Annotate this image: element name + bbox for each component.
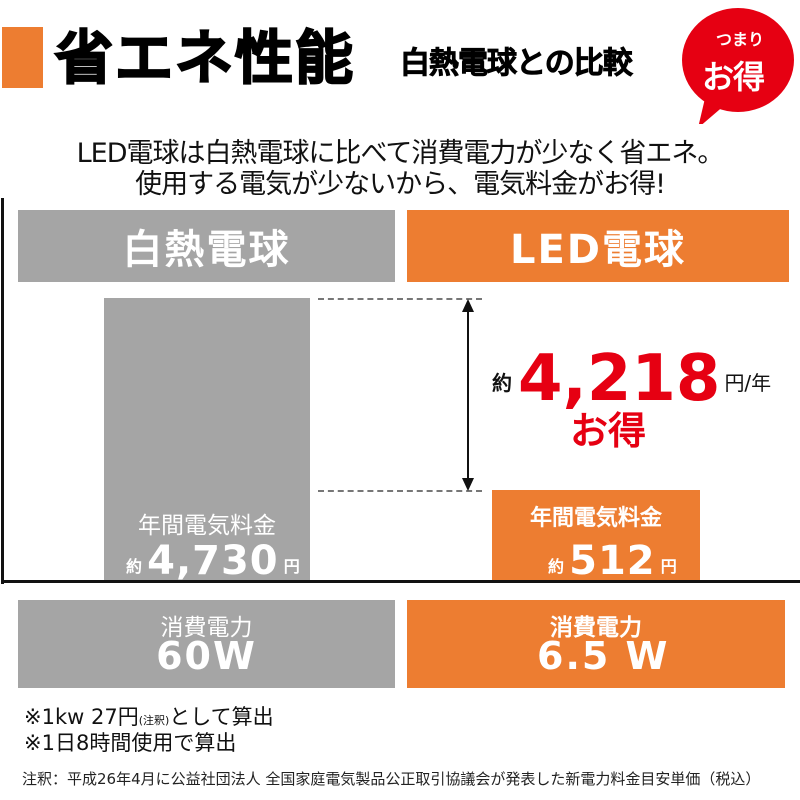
dashed-guide-bottom — [318, 490, 482, 492]
approx-label: 約 — [126, 557, 143, 576]
page-title: 省エネ性能 — [54, 23, 356, 93]
bubble-small-text: つまり — [716, 30, 765, 49]
power-label: 消費電力 — [160, 615, 253, 641]
incandescent-header: 白熱電球 — [18, 210, 395, 282]
incandescent-bar-label: 年間電気料金 — [138, 513, 276, 539]
chart-y-axis — [1, 198, 4, 584]
led-amount: 512 — [569, 538, 656, 584]
intro-line-2: 使用する電気が少ないから、電気料金がお得! — [135, 169, 666, 200]
note-rate-annotation: (注釈) — [138, 714, 170, 727]
led-header: LED電球 — [407, 210, 789, 282]
led-power-box: 消費電力 6.5 W — [407, 600, 785, 688]
incandescent-cost-bar — [104, 298, 310, 581]
incandescent-cost-value: 約 4,730 円 — [126, 538, 300, 584]
led-bar-label: 年間電気料金 — [529, 506, 662, 531]
savings-unit: 円/年 — [724, 371, 772, 395]
led-cost-value: 約 512 円 — [548, 538, 677, 584]
savings-number: 4,218 — [518, 342, 721, 416]
power-label: 消費電力 — [550, 615, 642, 641]
approx-label: 約 — [548, 557, 565, 576]
page-subtitle: 白熱電球との比較 — [400, 46, 634, 82]
intro-line-1: LED電球は白熱電球に比べて消費電力が少なく省エネ。 — [76, 138, 725, 169]
note-usage: ※1日8時間使用で算出 — [24, 731, 237, 755]
led-cost-bar — [492, 490, 700, 581]
note-rate: ※1kw 27円(注釈)として算出 — [24, 704, 274, 734]
incandescent-amount: 4,730 — [147, 538, 279, 584]
note-rate-prefix: ※1kw 27円 — [24, 705, 139, 729]
yen-unit: 円 — [283, 557, 300, 576]
yen-unit: 円 — [660, 557, 677, 576]
double-arrow-icon — [462, 299, 474, 491]
speech-bubble-icon — [682, 8, 794, 124]
led-power-value: 6.5 W — [537, 634, 670, 678]
chart-baseline — [1, 580, 800, 583]
bubble-big-text: お得 — [702, 58, 765, 96]
incandescent-power-box: 消費電力 60W — [18, 600, 395, 688]
approx-label: 約 — [492, 371, 512, 395]
savings-label: お得 — [570, 409, 647, 453]
note-rate-suffix: として算出 — [169, 705, 274, 729]
footnote: 注釈：平成26年4月に公益社団法人 全国家庭電気製品公正取引協議会が発表した新電… — [22, 770, 761, 788]
dashed-guide-top — [318, 298, 482, 300]
savings-amount: 約4,218 円/年 — [492, 342, 771, 416]
incandescent-power-value: 60W — [156, 634, 257, 678]
accent-bar — [2, 27, 43, 88]
